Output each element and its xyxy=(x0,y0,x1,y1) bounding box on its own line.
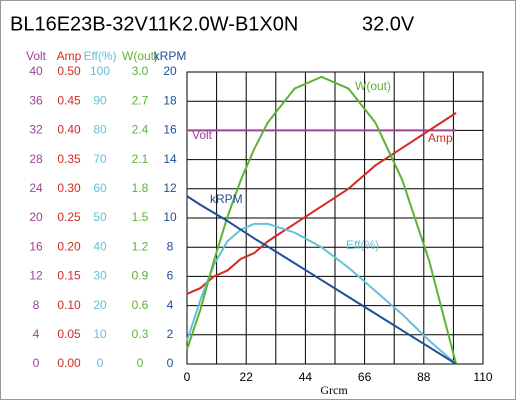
y-tick-label: 18 xyxy=(163,93,177,107)
y-tick-label: 100 xyxy=(90,64,110,78)
series-line xyxy=(186,112,457,295)
y-tick-label: 12 xyxy=(29,269,43,283)
series-label: Amp xyxy=(428,131,453,145)
y-tick-label: 0.50 xyxy=(57,64,81,78)
y-tick-label: 0.05 xyxy=(57,327,81,341)
y-tick-label: 32 xyxy=(29,123,43,137)
y-tick-label: 10 xyxy=(163,210,177,224)
chart-title: BL16E23B-32V11K2.0W-B1X0N xyxy=(10,13,298,35)
x-tick-label: 0 xyxy=(184,370,191,384)
axis-header: W(out) xyxy=(122,49,158,63)
y-tick-label: 0.25 xyxy=(57,210,81,224)
x-tick-label: 66 xyxy=(358,370,372,384)
y-tick-label: 36 xyxy=(29,93,43,107)
x-tick-label: 44 xyxy=(299,370,313,384)
y-tick-label: 0 xyxy=(167,356,174,370)
y-tick-label: 0.15 xyxy=(57,269,81,283)
x-tick-label: 110 xyxy=(473,370,492,384)
y-tick-label: 12 xyxy=(163,181,177,195)
y-tick-label: 24 xyxy=(29,181,43,195)
y-tick-label: 0.45 xyxy=(57,93,81,107)
y-tick-label: 0.40 xyxy=(57,123,81,137)
series-line xyxy=(186,195,457,365)
y-tick-label: 60 xyxy=(93,181,107,195)
series-line xyxy=(186,222,457,365)
y-tick-label: 3.0 xyxy=(132,64,149,78)
y-tick-label: 90 xyxy=(93,93,107,107)
series-label: Volt xyxy=(192,128,213,142)
axis-header: kRPM xyxy=(154,49,187,63)
y-tick-label: 40 xyxy=(29,64,43,78)
y-tick-label: 0 xyxy=(33,356,40,370)
y-tick-label: 2.4 xyxy=(132,123,149,137)
y-tick-label: 0.20 xyxy=(57,239,81,253)
y-tick-label: 1.5 xyxy=(132,210,149,224)
series-line xyxy=(186,75,458,365)
y-tick-label: 1.2 xyxy=(132,239,149,253)
y-tick-label: 0.3 xyxy=(132,327,149,341)
series-label: kRPM xyxy=(210,192,243,206)
y-tick-label: 0.30 xyxy=(57,181,81,195)
x-axis-label: Grcm xyxy=(320,383,348,397)
y-tick-label: 0.9 xyxy=(132,269,149,283)
y-tick-label: 20 xyxy=(163,64,177,78)
y-tick-label: 20 xyxy=(29,210,43,224)
y-tick-label: 4 xyxy=(33,327,40,341)
y-tick-label: 0.10 xyxy=(57,298,81,312)
y-tick-label: 16 xyxy=(29,239,43,253)
y-tick-label: 0.6 xyxy=(132,298,149,312)
axis-header: Eff(%) xyxy=(83,49,116,63)
y-tick-label: 10 xyxy=(93,327,107,341)
y-tick-label: 4 xyxy=(167,298,174,312)
y-tick-label: 8 xyxy=(33,298,40,312)
y-tick-label: 30 xyxy=(93,269,107,283)
y-tick-label: 20 xyxy=(93,298,107,312)
y-tick-label: 40 xyxy=(93,239,107,253)
y-tick-label: 2.7 xyxy=(132,93,149,107)
y-tick-label: 28 xyxy=(29,152,43,166)
axis-header: Amp xyxy=(57,49,82,63)
y-tick-label: 6 xyxy=(167,269,174,283)
y-tick-label: 8 xyxy=(167,239,174,253)
y-tick-label: 2.1 xyxy=(132,152,149,166)
series-label: Eff(%) xyxy=(346,238,379,252)
y-tick-label: 1.8 xyxy=(132,181,149,195)
x-tick-label: 22 xyxy=(240,370,254,384)
y-tick-label: 2 xyxy=(167,327,174,341)
y-tick-label: 80 xyxy=(93,123,107,137)
y-tick-label: 14 xyxy=(163,152,177,166)
y-tick-label: 0.00 xyxy=(57,356,81,370)
y-tick-label: 16 xyxy=(163,123,177,137)
y-tick-label: 0.35 xyxy=(57,152,81,166)
series-label: W(out) xyxy=(355,79,391,93)
plot-border xyxy=(186,71,484,365)
y-tick-label: 50 xyxy=(93,210,107,224)
chart-subtitle: 32.0V xyxy=(362,13,415,35)
y-tick-label: 70 xyxy=(93,152,107,166)
axis-header: Volt xyxy=(26,49,47,63)
x-tick-label: 88 xyxy=(417,370,431,384)
y-tick-label: 0 xyxy=(97,356,104,370)
y-tick-label: 0 xyxy=(137,356,144,370)
